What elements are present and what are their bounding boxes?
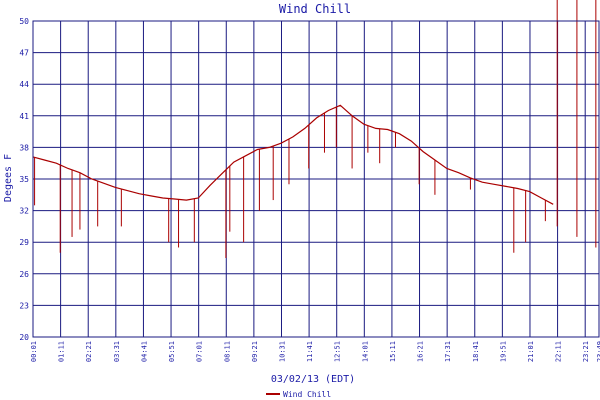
x-tick-label: 17:31 xyxy=(444,341,452,362)
plot-frame xyxy=(32,20,600,338)
x-tick-label: 10:31 xyxy=(278,341,286,362)
x-tick-label: 03:31 xyxy=(113,341,121,362)
x-tick-label: 19:51 xyxy=(499,341,507,362)
y-tick-label: 26 xyxy=(19,270,29,279)
x-tick-label: 02:21 xyxy=(85,341,93,362)
y-tick-label: 44 xyxy=(19,80,29,89)
x-tick-label: 23:49 xyxy=(596,341,600,362)
x-tick-label: 18:41 xyxy=(472,341,480,362)
x-tick-label: 23:21 xyxy=(582,341,590,362)
chart-title: Wind Chill xyxy=(279,2,351,16)
x-tick-label: 15:11 xyxy=(389,341,397,362)
x-tick-label: 14:01 xyxy=(361,341,369,362)
legend-label: Wind Chill xyxy=(283,390,331,399)
x-axis-ticks: 00:01 01:11 02:21 03:31 04:41 05:51 07:01 08:11… xyxy=(30,341,600,362)
x-tick-label: 00:01 xyxy=(30,341,38,362)
y-tick-label: 20 xyxy=(19,333,29,342)
x-tick-label: 09:21 xyxy=(251,341,259,362)
y-tick-label: 29 xyxy=(19,238,29,247)
x-tick-label: 16:21 xyxy=(417,341,425,362)
series-wind-chill xyxy=(32,0,597,258)
x-tick-label: 12:51 xyxy=(334,341,342,362)
y-tick-label: 38 xyxy=(19,143,29,152)
y-tick-label: 23 xyxy=(19,301,29,310)
x-axis-label: 03/02/13 (EDT) xyxy=(271,374,355,385)
x-tick-label: 21:01 xyxy=(527,341,535,362)
x-tick-label: 07:01 xyxy=(196,341,204,362)
y-tick-label: 47 xyxy=(19,49,29,58)
y-tick-label: 32 xyxy=(19,207,29,216)
x-tick-label: 11:41 xyxy=(306,341,314,362)
legend: Wind Chill xyxy=(266,390,331,399)
series-line-path xyxy=(32,104,554,205)
y-tick-label: 41 xyxy=(19,112,29,121)
x-tick-label: 08:11 xyxy=(223,341,231,362)
y-axis-label: Degees F xyxy=(3,154,14,202)
y-tick-label: 50 xyxy=(19,17,29,26)
x-tick-label: 01:11 xyxy=(58,341,66,362)
x-tick-label: 22:11 xyxy=(555,341,563,362)
x-tick-label: 04:41 xyxy=(140,341,148,362)
x-tick-label: 05:51 xyxy=(168,341,176,362)
y-axis-ticks: 20 23 26 29 32 35 38 41 44 47 50 xyxy=(19,17,29,342)
y-tick-label: 35 xyxy=(19,175,29,184)
